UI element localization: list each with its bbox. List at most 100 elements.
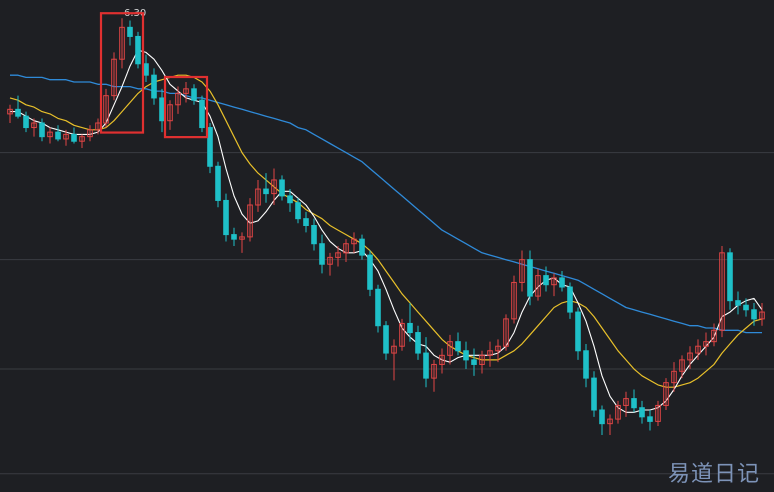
candle-body-46 — [375, 288, 381, 327]
candle-body-0 — [7, 108, 13, 115]
candle-body-43 — [351, 238, 357, 245]
candle-body-86 — [695, 345, 701, 354]
candle-body-13 — [111, 58, 117, 97]
candle-body-26 — [215, 165, 221, 201]
candle-body-84 — [679, 359, 685, 372]
candle-body-77 — [623, 398, 629, 406]
candle-body-93 — [751, 309, 757, 320]
candle-body-63 — [511, 281, 517, 320]
candle-body-71 — [575, 311, 581, 352]
candle-body-36 — [295, 202, 301, 220]
candle-body-89 — [719, 252, 725, 331]
candle-body-49 — [399, 322, 405, 347]
candle-body-60 — [487, 350, 493, 356]
candle-body-94 — [759, 311, 765, 320]
candle-body-53 — [431, 363, 437, 379]
candle-body-45 — [367, 254, 373, 290]
candle-body-51 — [415, 332, 421, 354]
candle-body-12 — [103, 95, 109, 124]
candle-body-24 — [199, 99, 205, 129]
candle-body-74 — [599, 409, 605, 425]
candle-body-85 — [687, 352, 693, 361]
candle-body-73 — [591, 377, 597, 411]
candle-body-40 — [327, 256, 333, 265]
candle-body-67 — [543, 275, 549, 286]
candle-body-2 — [23, 115, 29, 129]
candle-body-47 — [383, 325, 389, 354]
candle-body-38 — [311, 225, 317, 245]
candle-body-18 — [151, 74, 157, 99]
candle-body-3 — [31, 122, 37, 129]
candle-body-88 — [711, 329, 717, 343]
candle-body-25 — [207, 127, 213, 167]
candle-body-33 — [271, 179, 277, 195]
candle-body-41 — [335, 252, 341, 258]
candle-body-61 — [495, 345, 501, 352]
candle-body-80 — [647, 416, 653, 422]
candle-body-39 — [319, 243, 325, 265]
candle-body-55 — [447, 341, 453, 356]
candle-body-30 — [247, 204, 253, 238]
candle-body-75 — [607, 418, 613, 425]
candle-body-87 — [703, 341, 709, 347]
candle-body-76 — [615, 404, 621, 420]
candle-body-50 — [407, 322, 413, 334]
candle-body-52 — [423, 352, 429, 379]
candle-body-90 — [727, 252, 733, 302]
candle-body-44 — [359, 238, 365, 256]
candle-body-78 — [631, 398, 637, 409]
candle-body-70 — [567, 286, 573, 313]
candle-body-16 — [135, 35, 141, 65]
ma-long-line — [10, 74, 762, 334]
candle-body-68 — [551, 277, 557, 286]
candle-body-59 — [479, 354, 485, 365]
highlight-box-drop — [163, 75, 209, 139]
candle-body-35 — [287, 195, 293, 204]
candle-body-17 — [143, 63, 149, 76]
watermark: 易道日记 — [667, 462, 760, 487]
candle-body-66 — [535, 275, 541, 297]
candle-body-83 — [671, 370, 677, 384]
candle-body-58 — [471, 359, 477, 365]
candle-body-1 — [15, 108, 21, 117]
candle-body-21 — [175, 92, 181, 106]
candle-body-31 — [255, 188, 261, 206]
candle-body-6 — [55, 131, 61, 140]
candle-body-20 — [167, 104, 173, 122]
candle-body-37 — [303, 218, 309, 227]
candle-body-9 — [79, 136, 85, 142]
candle-body-14 — [119, 26, 125, 60]
highlight-box-top — [99, 12, 145, 134]
candle-body-64 — [519, 259, 525, 283]
candle-body-4 — [39, 122, 45, 138]
candle-body-57 — [463, 350, 469, 361]
candle-body-42 — [343, 243, 349, 254]
candle-body-27 — [223, 199, 229, 236]
candle-body-15 — [127, 26, 133, 37]
candle-body-48 — [391, 345, 397, 354]
candle-body-23 — [191, 88, 197, 101]
candle-body-69 — [559, 277, 565, 288]
candle-body-56 — [455, 341, 461, 352]
candle-body-32 — [263, 188, 269, 195]
candle-body-7 — [63, 133, 69, 140]
candle-body-82 — [663, 382, 669, 406]
candle-body-65 — [527, 259, 533, 297]
candle-body-54 — [439, 354, 445, 365]
ma-mid-line — [9, 74, 763, 388]
candle-body-81 — [655, 404, 661, 422]
candle-body-34 — [279, 179, 285, 197]
candle-body-19 — [159, 97, 165, 122]
candle-body-62 — [503, 318, 509, 347]
candle-body-10 — [87, 129, 93, 138]
candle-body-5 — [47, 131, 53, 138]
candle-body-8 — [71, 133, 77, 142]
candle-body-79 — [639, 407, 645, 418]
candle-body-92 — [743, 304, 749, 311]
candle-body-28 — [231, 234, 237, 240]
candle-body-22 — [183, 88, 189, 94]
candle-body-91 — [735, 300, 741, 306]
candle-body-29 — [239, 236, 245, 240]
candle-body-72 — [583, 350, 589, 379]
